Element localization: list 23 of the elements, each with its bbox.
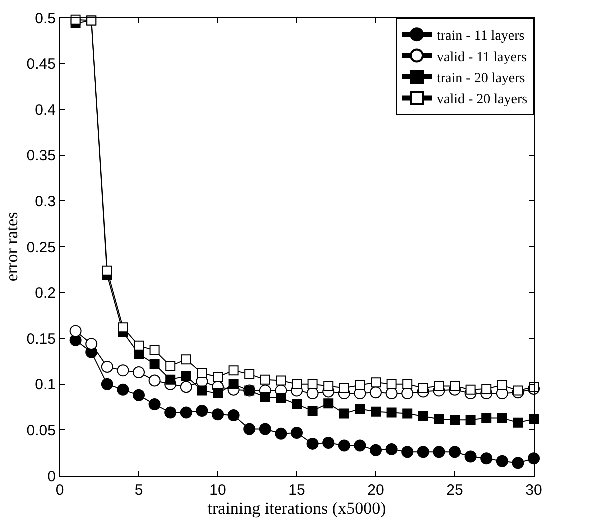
y-tick-label: 0.15: [26, 330, 56, 348]
y-tick-label: 0.35: [26, 148, 56, 165]
x-tick-label: 15: [288, 482, 306, 499]
x-axis-title: training iterations (x5000): [208, 499, 386, 518]
x-tick-label: 5: [134, 482, 144, 499]
legend-label: valid - 20 layers: [437, 92, 528, 108]
y-tick-label: 0.3: [35, 193, 56, 210]
y-tick-label: 0.5: [35, 10, 56, 28]
y-tick-label: 0.25: [26, 239, 56, 256]
y-tick-label: 0.2: [35, 285, 56, 302]
legend-label: valid - 11 layers: [437, 50, 528, 66]
y-tick-label: 0.1: [35, 376, 56, 394]
x-tick-label: 20: [368, 482, 384, 499]
y-tick-label: 0: [48, 468, 56, 486]
y-tick-label: 0.4: [35, 102, 56, 119]
y-tick-label: 0.45: [26, 56, 56, 74]
y-tick-label: 0.05: [26, 422, 56, 440]
x-tick-label: 30: [526, 482, 542, 499]
x-tick-label: 10: [210, 482, 226, 499]
legend-label: train - 20 layers: [437, 71, 526, 86]
y-axis-title: error rates: [2, 212, 22, 282]
x-tick-label: 25: [446, 482, 464, 499]
legend-label: train - 11 layers: [437, 29, 525, 44]
